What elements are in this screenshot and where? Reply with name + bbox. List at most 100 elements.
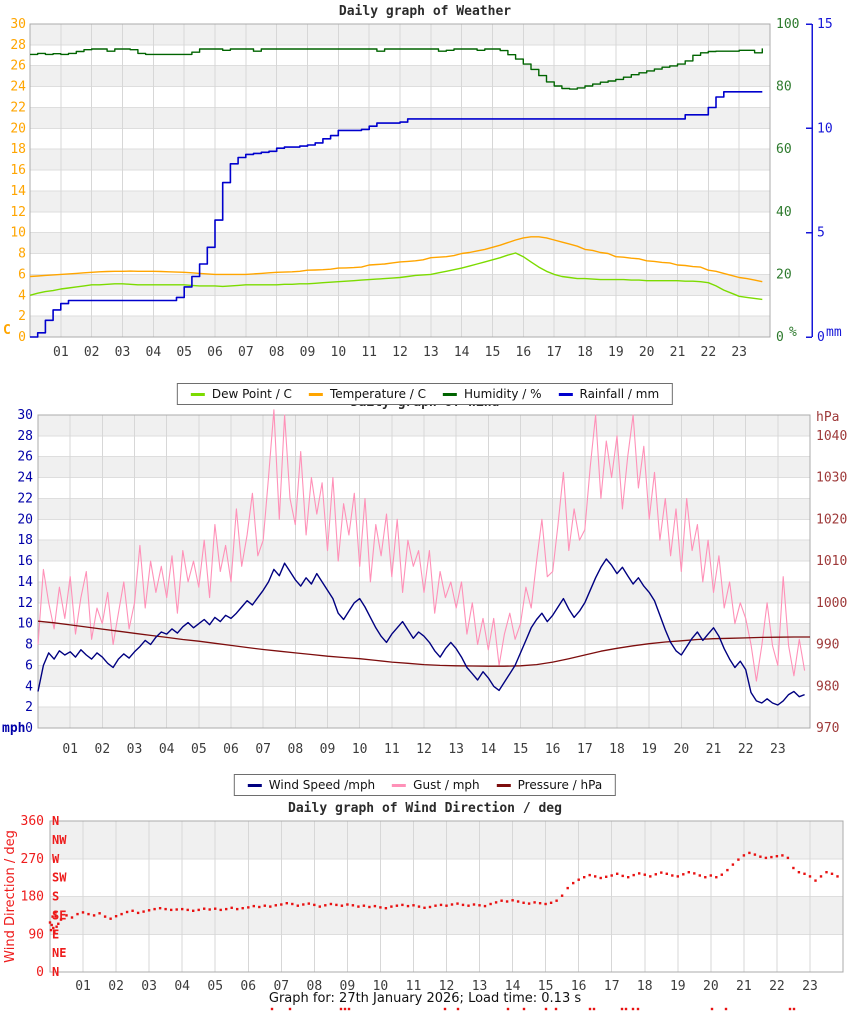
wind-direction-dot <box>456 902 459 905</box>
x-axis-hour-label: 03 <box>127 742 143 757</box>
humidity-line <box>30 48 763 90</box>
x-axis-hour-label: 13 <box>472 979 488 994</box>
overflow-dot <box>456 1007 460 1011</box>
weather-chart-title: Daily graph of Weather <box>338 4 512 19</box>
legend-label: Pressure / hPa <box>517 778 603 792</box>
x-axis-hour-label: 04 <box>159 742 175 757</box>
y-left-tick: 8 <box>25 638 33 653</box>
wind-direction-dot <box>742 854 746 857</box>
x-axis-hour-label: 19 <box>670 979 686 994</box>
y-left-tick: 2 <box>25 700 33 715</box>
humidity-axis-tick: 40 <box>776 205 792 220</box>
legend-label: Rainfall / mm <box>579 387 660 401</box>
wind-direction-dot <box>665 872 668 875</box>
wind-direction-dot <box>483 904 487 908</box>
x-axis-hour-label: 01 <box>53 345 69 360</box>
y-left-tick: 30 <box>10 17 26 32</box>
y-left-tick: 90 <box>28 927 44 942</box>
wind-direction-dot <box>770 855 773 859</box>
x-axis-hour-label: 06 <box>240 979 256 994</box>
wind-direction-dot <box>583 876 586 879</box>
x-axis-hour-label: 21 <box>706 742 722 757</box>
legend-swatch-icon <box>558 392 573 396</box>
weather-chart-legend: Dew Point / C Temperature / C Humidity / %… <box>176 383 674 405</box>
legend-item: Rainfall / mm <box>558 387 660 401</box>
humidity-axis-tick: 80 <box>776 80 792 95</box>
overflow-dot <box>788 1007 792 1011</box>
humidity-axis-unit-label: % <box>789 325 797 340</box>
wind-direction-dot <box>87 912 90 916</box>
y-left-tick: 28 <box>10 38 26 53</box>
wind-direction-dot <box>610 874 613 877</box>
legend-item: Pressure / hPa <box>496 778 603 792</box>
pressure-axis-tick: 1010 <box>816 554 847 569</box>
wind-direction-dot <box>258 905 261 909</box>
overflow-dot <box>554 1007 558 1011</box>
y-left-tick: 22 <box>10 100 26 115</box>
wind-direction-dot <box>120 912 123 916</box>
wind-direction-dot <box>153 907 156 911</box>
wind-direction-dot <box>280 903 283 906</box>
wind-direction-dot <box>500 899 503 902</box>
y-left-tick: 12 <box>17 596 33 611</box>
rain-axis-tick: 0 <box>817 330 825 345</box>
wind-direction-dot <box>560 894 564 897</box>
wind-direction-dot <box>247 906 250 909</box>
wind-direction-dot <box>252 904 255 908</box>
overflow-dot <box>288 1007 292 1011</box>
y-left-tick: 0 <box>25 721 33 736</box>
wind-direction-dot <box>616 872 619 875</box>
wind-direction-dot <box>654 873 657 876</box>
pressure-line <box>37 620 810 667</box>
wind-direction-dot <box>136 911 140 915</box>
x-axis-hour-label: 12 <box>392 345 408 360</box>
wind-direction-dot <box>709 874 712 877</box>
y-left-tick: 18 <box>17 533 33 548</box>
pressure-axis-unit-label: hPa <box>816 410 839 425</box>
x-axis-hour-label: 17 <box>546 345 562 360</box>
wind-direction-dot <box>170 908 173 912</box>
wind-direction-dot <box>390 905 393 908</box>
wind-speed-line <box>37 558 805 706</box>
wind-direction-dot <box>175 908 178 911</box>
legend-label: Dew Point / C <box>211 387 292 401</box>
wind-direction-dot <box>621 874 624 878</box>
wind-direction-dot <box>461 903 465 907</box>
graph-footer-text: Graph for: 27th January 2026; Load time:… <box>268 991 582 1006</box>
overflow-dot <box>724 1007 728 1011</box>
wind-direction-dot <box>577 878 580 881</box>
wind-direction-dot <box>538 902 542 905</box>
wind-direction-chart-svg: 01 02 03 04 05 06 07 08 09 10 11 12 13 14 15 16 17 18 19 20… <box>3 814 844 1011</box>
wind-direction-dot <box>423 906 426 909</box>
wind-direction-dot <box>52 926 55 930</box>
wind-direction-dot <box>203 907 206 910</box>
x-axis-hour-label: 21 <box>670 345 686 360</box>
x-axis-hour-label: 08 <box>307 979 323 994</box>
x-axis-hour-label: 14 <box>454 345 470 360</box>
wind-direction-dot <box>346 903 349 906</box>
wind-direction-dot <box>81 911 85 914</box>
legend-item: Wind Speed /mph <box>247 778 375 792</box>
wind-direction-dot <box>125 910 129 914</box>
wind-direction-dot <box>48 921 52 924</box>
wind-chart-legend: Wind Speed /mph Gust / mph Pressure / hPa <box>233 774 617 796</box>
x-axis-hour-label: 23 <box>731 345 747 360</box>
wind-direction-dot <box>302 903 305 906</box>
humidity-axis-tick: 20 <box>776 267 792 282</box>
wind-direction-dot <box>825 871 828 874</box>
wind-direction-dot <box>186 908 189 912</box>
wind-direction-dot <box>660 871 663 874</box>
wind-direction-dot <box>192 909 195 912</box>
legend-swatch-icon <box>190 392 205 396</box>
wind-direction-dot <box>786 856 790 860</box>
x-axis-hour-label: 07 <box>255 742 271 757</box>
wind-direction-dot <box>676 875 679 878</box>
x-axis-hour-label: 07 <box>273 979 289 994</box>
wind-direction-dot <box>792 866 795 870</box>
overflow-dot <box>339 1007 343 1011</box>
wind-direction-dot <box>340 904 344 907</box>
wind-direction-dot <box>214 907 217 910</box>
x-axis-hour-label: 13 <box>423 345 439 360</box>
y-left-tick: 360 <box>21 814 44 829</box>
